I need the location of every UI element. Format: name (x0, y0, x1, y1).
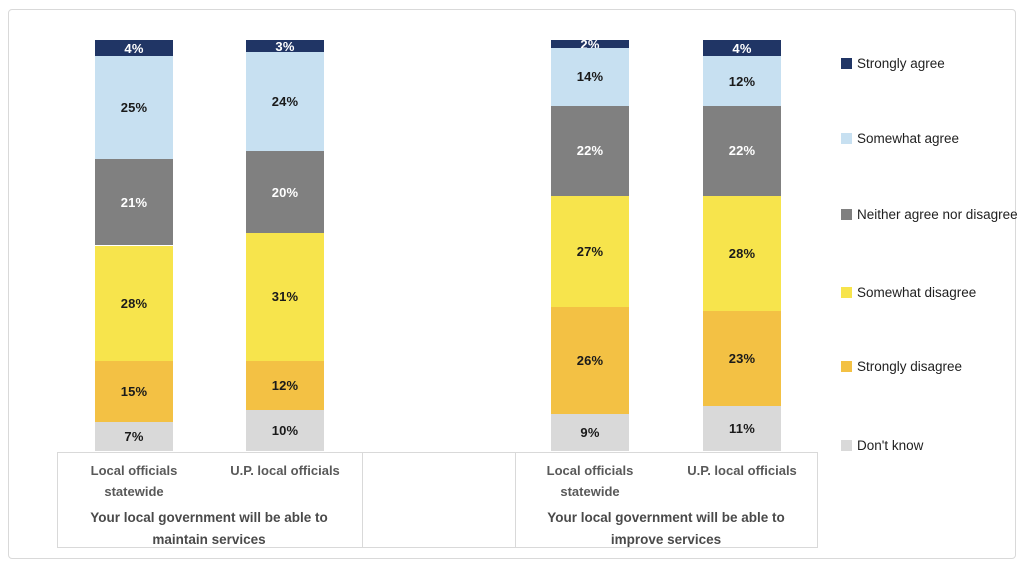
bar-segment: 14% (551, 48, 629, 106)
bar-value-label: 14% (576, 69, 604, 85)
bar-value-label: 11% (729, 420, 755, 436)
bar-value-label: 3% (275, 38, 295, 54)
bar-value-label: 24% (271, 94, 299, 110)
legend: Strongly agree Somewhat agree Neither agre… (841, 0, 1019, 570)
bar-value-label: 12% (728, 73, 756, 89)
legend-label: Strongly agree (857, 56, 945, 71)
bar-segment: 22% (551, 105, 629, 197)
category-label-line: Local officials (546, 463, 634, 478)
bar-segment: 20% (246, 150, 324, 234)
bar-value-label: 20% (271, 184, 299, 200)
bar-segment: 27% (551, 196, 629, 308)
bar-segment: 4% (703, 40, 781, 57)
bar-segment: 21% (95, 159, 173, 246)
legend-label: Strongly disagree (857, 359, 963, 374)
legend-item: Neither agree nor disagree (841, 204, 1019, 225)
category-label-line: U.P. local officials (230, 463, 340, 478)
bar-value-label: 7% (124, 429, 144, 445)
legend-label: Neither agree nor disagree (857, 207, 1018, 222)
group-title: Your local government will be able to mai… (49, 507, 369, 551)
bar-segment: 12% (703, 56, 781, 106)
bar-segment: 9% (551, 414, 629, 451)
legend-item: Don't know (841, 435, 1019, 456)
category-axis-box (57, 452, 818, 548)
group-title-line: maintain services (152, 532, 266, 547)
category-label-line: U.P. local officials (687, 463, 797, 478)
bar-segment: 11% (703, 405, 781, 451)
bar-segment: 22% (703, 105, 781, 197)
bar-value-label: 27% (576, 244, 604, 260)
bar-value-label: 28% (728, 246, 756, 262)
legend-label: Don't know (857, 438, 924, 453)
bar-value-label: 2% (580, 36, 600, 52)
legend-item: Somewhat disagree (841, 282, 1019, 303)
figure-border (8, 9, 1016, 559)
bar-segment: 15% (95, 360, 173, 423)
legend-label: Somewhat disagree (857, 285, 977, 300)
bar-segment: 24% (246, 52, 324, 151)
category-label: Local officials statewide (505, 460, 675, 502)
legend-swatch-icon (841, 361, 852, 372)
bar-value-label: 25% (120, 100, 148, 116)
bar-value-label: 28% (120, 295, 148, 311)
bar-segment: 4% (95, 40, 173, 57)
legend-swatch-icon (841, 287, 852, 298)
bar-segment: 26% (551, 307, 629, 414)
bar-segment: 28% (95, 245, 173, 361)
legend-label: Somewhat agree (857, 131, 960, 146)
legend-swatch-icon (841, 58, 852, 69)
axis-group-divider (515, 453, 516, 547)
bar-segment: 28% (703, 196, 781, 312)
bar-value-label: 4% (732, 40, 752, 56)
group-title-line: Your local government will be able to (547, 510, 785, 525)
bar-segment: 2% (551, 37, 629, 52)
axis-group-divider (362, 453, 363, 547)
bar-value-label: 26% (576, 353, 604, 369)
bar-value-label: 10% (271, 422, 299, 438)
category-label-line: Local officials (90, 463, 178, 478)
bar-value-label: 23% (728, 351, 756, 366)
category-label: U.P. local officials (200, 460, 370, 481)
category-label-line: statewide (560, 484, 620, 499)
bar-value-label: 22% (576, 143, 604, 159)
bar-segment: 10% (246, 409, 324, 451)
bar-value-label: 31% (271, 289, 299, 305)
bar-segment: 3% (246, 38, 324, 54)
legend-swatch-icon (841, 209, 852, 220)
category-label: Local officials statewide (49, 460, 219, 502)
group-title-line: improve services (610, 532, 722, 547)
bar-value-label: 12% (271, 377, 299, 393)
bar-segment: 12% (246, 360, 324, 410)
legend-item: Strongly agree (841, 53, 1019, 74)
bar-segment: 7% (95, 422, 173, 451)
category-label-line: statewide (104, 484, 164, 499)
legend-swatch-icon (841, 440, 852, 451)
group-title: Your local government will be able to imp… (506, 507, 826, 551)
category-label: U.P. local officials (657, 460, 827, 481)
bar-value-label: 22% (728, 143, 756, 159)
legend-item: Strongly disagree (841, 356, 1019, 377)
bar-value-label: 15% (120, 383, 148, 399)
bar-value-label: 21% (120, 194, 148, 210)
bar-value-label: 9% (580, 424, 600, 440)
bar-segment: 23% (703, 311, 781, 406)
bar-segment: 31% (246, 233, 324, 361)
bar-segment: 25% (95, 56, 173, 160)
legend-item: Somewhat agree (841, 128, 1019, 149)
bar-value-label: 4% (124, 40, 144, 56)
group-title-line: Your local government will be able to (90, 510, 328, 525)
legend-swatch-icon (841, 133, 852, 144)
